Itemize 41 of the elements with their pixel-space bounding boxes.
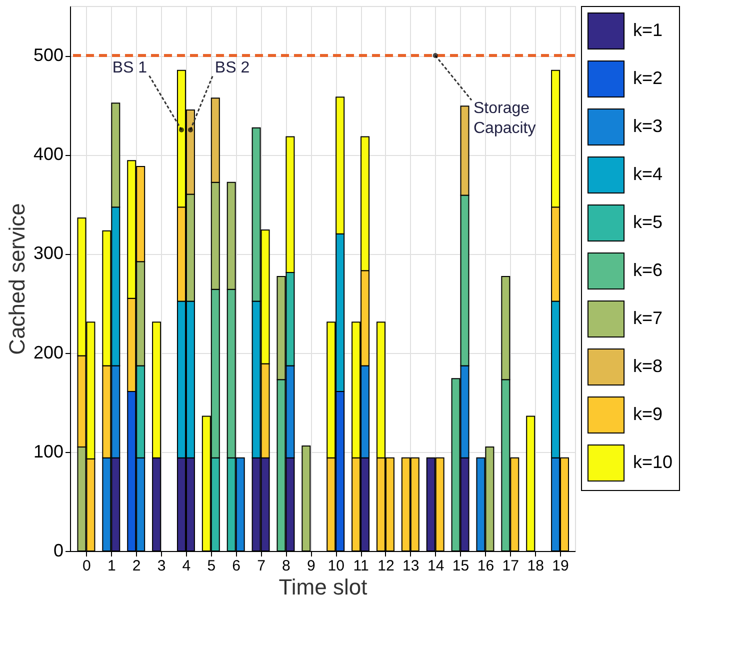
annotation: Storage Capacity (474, 100, 536, 138)
legend-label: k=1 (633, 20, 663, 40)
x-tick-label: 1 (107, 558, 116, 574)
x-tick-label: 18 (527, 558, 544, 574)
x-tick-label: 16 (477, 558, 494, 574)
x-tick-label: 4 (182, 558, 191, 574)
x-tick-label: 5 (207, 558, 216, 574)
annotation: BS 2 (214, 59, 250, 76)
x-tick-label: 14 (427, 558, 444, 574)
y-tick-label: 0 (53, 540, 64, 560)
legend-label: k=5 (633, 212, 663, 232)
legend-label: k=3 (633, 116, 663, 136)
y-tick-label: 200 (33, 342, 64, 362)
legend-label: k=9 (633, 404, 663, 424)
y-tick-label: 100 (33, 441, 64, 462)
x-tick-label: 11 (353, 558, 369, 574)
x-tick-label: 6 (232, 558, 241, 574)
x-tick-label: 7 (257, 558, 266, 574)
x-axis-title: Time slot (278, 574, 368, 600)
y-axis-title: Cached service (4, 203, 30, 355)
legend-label: k=10 (633, 452, 673, 472)
legend-label: k=4 (633, 164, 663, 184)
y-tick-label: 400 (33, 144, 64, 164)
annotation: BS 1 (112, 59, 148, 76)
x-tick-label: 13 (402, 558, 420, 574)
x-tick-label: 12 (378, 558, 394, 574)
legend-label: k=2 (633, 68, 663, 88)
x-tick-label: 10 (328, 558, 344, 574)
x-tick-label: 17 (502, 558, 519, 574)
x-tick-label: 15 (452, 558, 470, 574)
x-tick-label: 9 (306, 558, 316, 574)
x-tick-label: 0 (82, 558, 91, 574)
y-tick-label: 500 (33, 45, 64, 66)
x-tick-label: 3 (157, 558, 166, 574)
legend-label: k=6 (633, 260, 663, 280)
x-tick-label: 8 (282, 558, 290, 574)
legend-label: k=7 (633, 308, 663, 328)
x-tick-label: 2 (132, 558, 141, 574)
x-tick-label: 19 (552, 558, 569, 574)
legend-label: k=8 (633, 356, 663, 376)
y-tick-label: 300 (33, 243, 64, 264)
